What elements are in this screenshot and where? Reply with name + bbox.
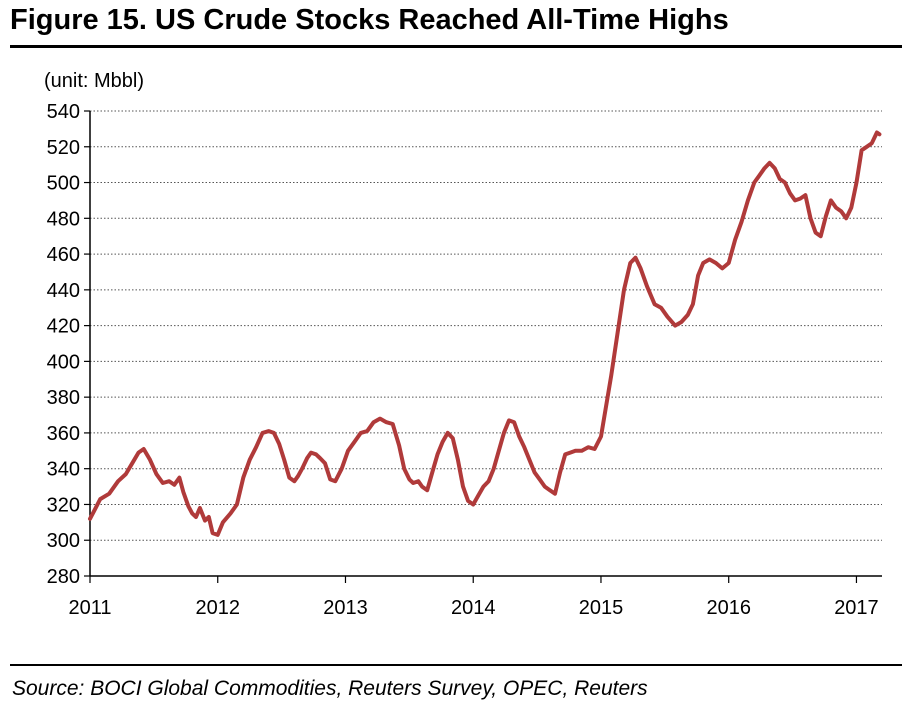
series-layer — [88, 130, 882, 537]
source-divider — [10, 664, 902, 666]
y-tick-label: 500 — [47, 173, 80, 195]
axes — [84, 110, 882, 583]
y-axis-unit-label: (unit: Mbbl) — [44, 70, 145, 92]
title-divider — [10, 45, 902, 48]
y-tick-label: 340 — [47, 459, 80, 481]
x-tick-label: 2013 — [323, 597, 368, 619]
y-tick-label: 400 — [47, 351, 80, 373]
y-tick-label: 320 — [47, 494, 80, 516]
y-tick-label: 360 — [47, 423, 80, 445]
y-tick-label: 300 — [47, 530, 80, 552]
y-tick-labels: 280 300 320 340 360 380 400 420 440 460 480 500 520 5… — [47, 101, 80, 588]
chart-title: Figure 15. US Crude Stocks Reached All-T… — [10, 4, 729, 36]
x-tick-label: 2011 — [68, 597, 111, 619]
x-tick-labels: 2011 2012 2013 2014 2015 2016 2017 — [68, 597, 878, 619]
y-tick-label: 420 — [47, 316, 80, 338]
series-line-0 — [88, 130, 882, 537]
gridlines — [90, 110, 882, 541]
y-tick-label: 520 — [47, 137, 80, 159]
y-tick-label: 380 — [47, 387, 80, 409]
x-tick-label: 2015 — [579, 597, 624, 619]
y-tick-label: 540 — [47, 101, 80, 123]
x-tick-label: 2016 — [706, 597, 751, 619]
x-tick-label: 2014 — [451, 597, 496, 619]
y-tick-label: 280 — [47, 566, 80, 588]
y-tick-label: 440 — [47, 280, 80, 302]
source-note: Source: BOCI Global Commodities, Reuters… — [12, 677, 648, 700]
y-tick-label: 460 — [47, 244, 80, 266]
x-tick-label: 2017 — [834, 597, 879, 619]
x-tick-label: 2012 — [195, 597, 240, 619]
line-chart: 280 300 320 340 360 380 400 420 440 460 480 500 520 5… — [47, 101, 882, 619]
y-tick-label: 480 — [47, 208, 80, 230]
